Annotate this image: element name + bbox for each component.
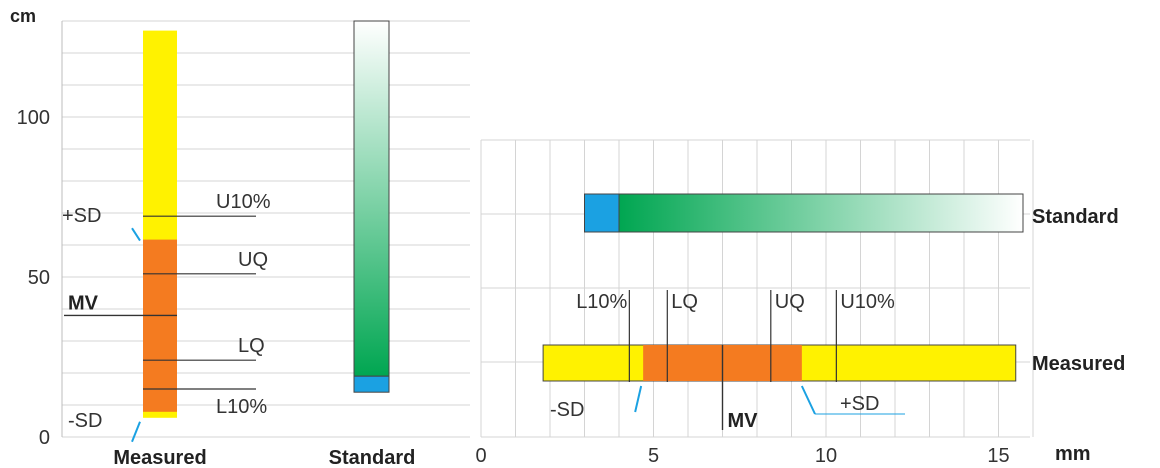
annot-mv-label: MV: [728, 410, 759, 432]
left-measured-bar: [143, 30, 177, 418]
left-annotations: U10% UQ LQ L10% MV +SD -SD: [62, 191, 271, 443]
left-category-standard: Standard: [329, 447, 416, 468]
right-annotations: L10% LQ UQ U10% MV -SD +SD: [550, 290, 905, 432]
right-x-tick-label: 15: [987, 445, 1009, 467]
annot-minus-sd-label: -SD: [550, 399, 584, 421]
left-yticks: 0 50 100: [17, 107, 50, 449]
right-category-measured: Measured: [1032, 353, 1125, 375]
right-category-standard: Standard: [1032, 206, 1119, 228]
annot-u10-label: U10%: [216, 191, 271, 213]
measured-sd-range-bar: [143, 239, 177, 412]
right-unit-label: mm: [1055, 443, 1091, 465]
standard-gradient-segment: [353, 20, 390, 377]
annot-minus-sd-label: -SD: [68, 410, 102, 432]
left-grid: [61, 20, 470, 438]
annot-uq-label: UQ: [775, 291, 805, 313]
left-y-tick-label: 0: [39, 427, 50, 449]
annot-plus-sd-pointer: [800, 385, 816, 415]
annot-u10-label: U10%: [840, 291, 895, 313]
right-x-tick-label: 10: [815, 445, 837, 467]
right-x-tick-label: 5: [648, 445, 659, 467]
standard-blue-segment: [353, 375, 390, 393]
left-standard-bar: [353, 20, 390, 393]
annot-plus-sd-label: +SD: [62, 205, 101, 227]
standard-blue-segment: [584, 193, 620, 233]
standard-gradient-segment: [618, 193, 1024, 233]
right-chart: 0 5 10 15 mm L10% LQ UQ U10%MV-SD +SD Standard …: [475, 139, 1125, 467]
annot-minus-sd-pointer: [634, 385, 643, 413]
annot-mv-label: MV: [68, 292, 99, 314]
right-grid: [480, 139, 1034, 438]
annot-plus-sd-pointer: [131, 227, 141, 242]
right-standard-bar: [584, 193, 1024, 233]
annot-plus-sd-label: +SD: [840, 393, 879, 415]
annot-l10-label: L10%: [216, 396, 267, 418]
annot-l10-label: L10%: [576, 291, 627, 313]
left-unit-label: cm: [10, 6, 36, 26]
annot-lq-label: LQ: [671, 291, 698, 313]
right-measured-bar: [542, 344, 1017, 382]
left-category-measured: Measured: [113, 447, 206, 468]
annot-uq-label: UQ: [238, 249, 268, 271]
annot-lq-label: LQ: [238, 335, 265, 357]
right-x-tick-label: 0: [475, 445, 486, 467]
left-y-tick-label: 100: [17, 107, 50, 129]
left-y-tick-label: 50: [28, 267, 50, 289]
right-xticks: 0 5 10 15: [475, 445, 1009, 467]
annot-minus-sd-pointer: [131, 421, 141, 443]
